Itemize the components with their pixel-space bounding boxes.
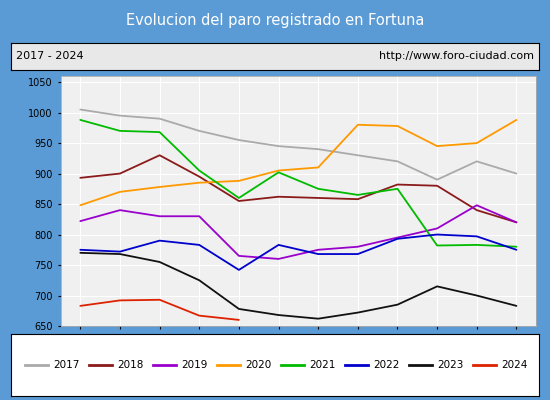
Text: 2017 - 2024: 2017 - 2024 [16, 51, 84, 61]
Text: 2017: 2017 [53, 360, 80, 370]
Text: 2024: 2024 [502, 360, 528, 370]
Text: 2020: 2020 [246, 360, 272, 370]
Text: Evolucion del paro registrado en Fortuna: Evolucion del paro registrado en Fortuna [126, 14, 424, 28]
Text: 2021: 2021 [310, 360, 336, 370]
Text: 2018: 2018 [118, 360, 144, 370]
Text: http://www.foro-ciudad.com: http://www.foro-ciudad.com [379, 51, 534, 61]
Text: 2022: 2022 [373, 360, 400, 370]
Text: 2019: 2019 [182, 360, 208, 370]
Text: 2023: 2023 [438, 360, 464, 370]
